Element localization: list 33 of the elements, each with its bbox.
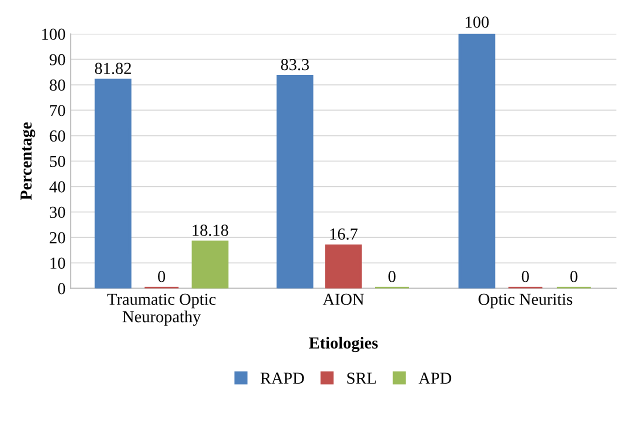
y-tick-label: 0 xyxy=(58,283,66,294)
y-tick-label: 60 xyxy=(50,130,66,142)
data-label: 100 xyxy=(466,16,489,28)
y-tick-label: 90 xyxy=(50,54,66,66)
data-label: 81.82 xyxy=(94,62,131,74)
x-tick-label: AION xyxy=(322,294,364,305)
data-label: 0 xyxy=(388,270,396,282)
data-label: 83.3 xyxy=(281,58,309,70)
data-label: 0 xyxy=(158,270,166,282)
bar xyxy=(94,78,132,288)
data-label: 0 xyxy=(522,270,529,282)
y-tick-label: 100 xyxy=(42,28,66,40)
y-tick-label: 70 xyxy=(50,104,66,116)
bar xyxy=(325,244,362,288)
bar xyxy=(458,34,496,288)
data-label: 0 xyxy=(570,270,578,282)
x-tick-label: Optic Neuritis xyxy=(478,294,572,308)
y-tick-label: 10 xyxy=(50,258,66,269)
y-tick-label: 50 xyxy=(50,156,66,168)
bar xyxy=(276,75,314,288)
y-tick-label: 20 xyxy=(50,232,66,244)
y-tick-label: 80 xyxy=(50,80,66,91)
legend-label: RAPD xyxy=(260,372,304,384)
x-tick-label: Traumatic Optic Neuropathy xyxy=(107,294,216,326)
y-tick-label: 30 xyxy=(50,206,66,218)
y-tick-label: 40 xyxy=(49,181,66,193)
legend-label: SRL xyxy=(347,372,376,384)
y-axis-title: Percentage xyxy=(20,122,36,200)
data-label: 18.18 xyxy=(192,224,228,236)
legend-label: APD xyxy=(418,372,452,384)
x-axis-title: Etiologies xyxy=(309,336,378,352)
data-label: 16.7 xyxy=(330,228,358,240)
bar xyxy=(192,240,228,288)
